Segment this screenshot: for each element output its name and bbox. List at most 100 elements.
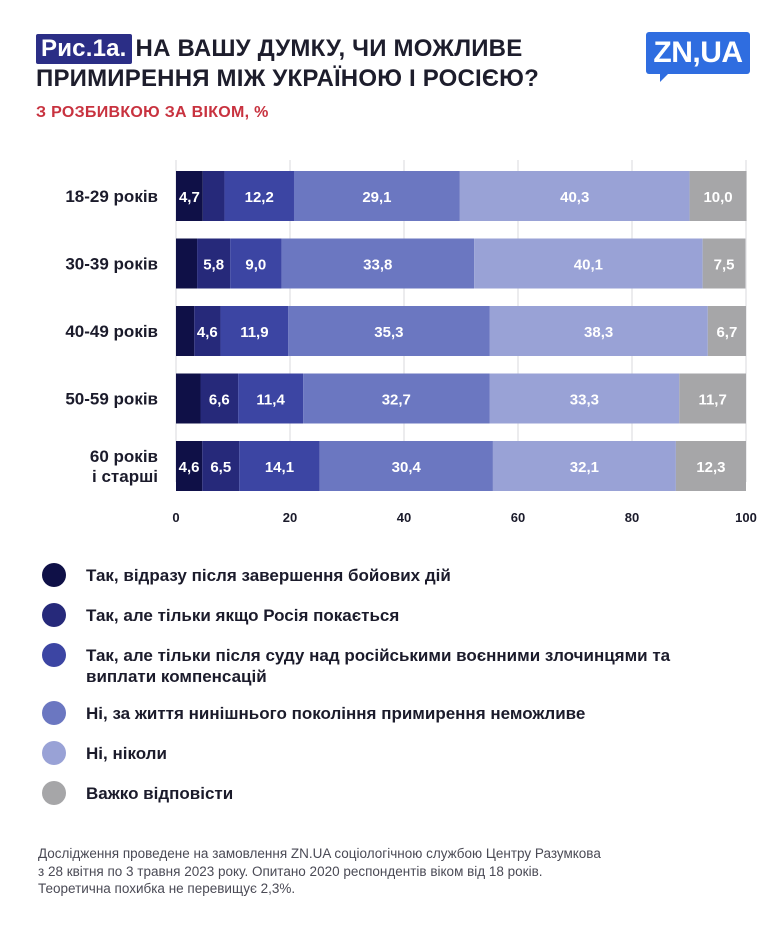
x-tick-label: 20 — [283, 510, 297, 525]
title-line-2: ПРИМИРЕННЯ МІЖ УКРАЇНОЮ І РОСІЄЮ? — [36, 65, 539, 92]
bar-segment — [293, 171, 460, 221]
data-label: 30,4 — [392, 459, 422, 476]
legend-item: Ні, за життя нинішнього покоління примир… — [42, 700, 742, 740]
data-label: 4,6 — [197, 324, 218, 341]
data-label: 40,1 — [574, 257, 603, 274]
data-label: 33,8 — [363, 257, 392, 274]
bar-segment — [489, 373, 680, 424]
legend-item: Так, але тільки після суду над російськи… — [42, 642, 742, 700]
bar-segment — [197, 238, 231, 289]
bar-segment — [200, 373, 239, 424]
bar-segment — [176, 373, 201, 424]
category-label: 40-49 років — [65, 322, 158, 341]
bar-segment — [239, 441, 320, 491]
bar-segment — [230, 238, 282, 289]
bar-segment — [675, 441, 746, 491]
zn-ua-logo: ZN,UA — [646, 32, 750, 74]
data-label: 12,2 — [245, 189, 274, 206]
subtitle: З РОЗБИВКОЮ ЗА ВІКОМ, % — [36, 104, 269, 121]
bar-segment — [220, 306, 289, 356]
x-tick-label: 40 — [397, 510, 411, 525]
bar-segment — [176, 238, 198, 289]
category-label: і старші — [92, 467, 158, 486]
footnote: Дослідження проведене на замовлення ZN.U… — [38, 845, 738, 898]
data-label: 40,3 — [560, 189, 589, 206]
bar-segment — [281, 238, 475, 289]
data-label: 6,5 — [210, 459, 231, 476]
bar-segment — [176, 441, 203, 491]
legend-label: Ні, за життя нинішнього покоління примир… — [86, 704, 586, 723]
data-label: 9,0 — [245, 257, 266, 274]
data-label: 7,5 — [714, 257, 735, 274]
data-label: 33,3 — [570, 392, 599, 409]
data-label: 38,3 — [584, 324, 613, 341]
bar-segment — [702, 238, 746, 289]
data-label: 4,6 — [179, 459, 200, 476]
category-label: 30-39 років — [65, 255, 158, 274]
legend-label: Так, але тільки якщо Росія покається — [86, 606, 400, 625]
bar-segment — [474, 238, 703, 289]
bar-segment — [194, 306, 221, 356]
bar-segment — [707, 306, 746, 356]
bar-segment — [303, 373, 490, 424]
bar-segment — [176, 171, 203, 221]
legend-swatch-icon — [42, 603, 66, 627]
bar-segment — [202, 171, 225, 221]
data-label: 10,0 — [703, 189, 732, 206]
bar-segment — [202, 441, 240, 491]
bar-segment — [288, 306, 490, 356]
legend-label: Так, відразу після завершення бойових ді… — [86, 566, 451, 585]
bar-segment — [224, 171, 294, 221]
data-label: 12,3 — [696, 459, 725, 476]
data-label: 32,1 — [570, 459, 599, 476]
figure-label: Рис.1а. — [36, 34, 132, 64]
legend-item: Ні, ніколи — [42, 740, 742, 780]
legend-label: Важко відповісти — [86, 784, 234, 803]
bar-segment — [238, 373, 304, 424]
data-label: 11,9 — [240, 324, 268, 341]
x-tick-label: 80 — [625, 510, 639, 525]
data-label: 11,4 — [256, 392, 285, 409]
legend-label: Ні, ніколи — [86, 744, 167, 763]
legend-swatch-icon — [42, 563, 66, 587]
legend-item: Так, але тільки якщо Росія покається — [42, 602, 742, 642]
x-tick-label: 100 — [735, 510, 757, 525]
category-label: 60 років — [90, 447, 158, 466]
footnote-line: з 28 квітня по 3 травня 2023 року. Опита… — [38, 863, 543, 879]
legend-item: Важко відповісти — [42, 780, 742, 820]
stacked-bar-chart: 4,7 12,2 29,1 40,3 10,0 18-29 років 5,8 9,0 33,8… — [65, 160, 757, 525]
logo-speech-tail — [660, 73, 669, 82]
bar-segment — [492, 441, 676, 491]
data-label: 5,8 — [203, 257, 224, 274]
footnote-line: Дослідження проведене на замовлення ZN.U… — [38, 846, 601, 861]
bar-segment — [489, 306, 708, 356]
legend-item: Так, відразу після завершення бойових ді… — [42, 562, 742, 602]
data-label: 29,1 — [362, 189, 391, 206]
bar-segment — [459, 171, 690, 221]
footnote-line: Теоретична похибка не перевищує 2,3%. — [38, 881, 296, 896]
title-text-1: НА ВАШУ ДУМКУ, ЧИ МОЖЛИВЕ — [135, 35, 523, 62]
legend: Так, відразу після завершення бойових ді… — [42, 562, 742, 820]
x-tick-label: 60 — [511, 510, 525, 525]
data-label: 32,7 — [382, 392, 411, 409]
data-label: 6,7 — [716, 324, 737, 341]
legend-label: Так, але тільки після суду над російськи… — [86, 646, 671, 686]
bar-segment — [689, 171, 747, 221]
bar-segment — [176, 306, 195, 356]
legend-swatch-icon — [42, 701, 66, 725]
chart-header: Рис.1а. НА ВАШУ ДУМКУ, ЧИ МОЖЛИВЕ ПРИМИРЕ… — [36, 34, 636, 94]
title-line-1: Рис.1а. НА ВАШУ ДУМКУ, ЧИ МОЖЛИВЕ — [36, 34, 636, 64]
data-label: 6,6 — [209, 392, 230, 409]
data-label: 11,7 — [698, 392, 726, 409]
bar-segment — [679, 373, 746, 424]
category-label: 18-29 років — [65, 187, 158, 206]
legend-swatch-icon — [42, 741, 66, 765]
data-label: 14,1 — [265, 459, 294, 476]
data-label: 35,3 — [374, 324, 403, 341]
bar-segment — [319, 441, 493, 491]
category-label: 50-59 років — [65, 390, 158, 409]
data-label: 4,7 — [179, 189, 200, 206]
legend-swatch-icon — [42, 781, 66, 805]
x-tick-label: 0 — [172, 510, 179, 525]
legend-swatch-icon — [42, 643, 66, 667]
